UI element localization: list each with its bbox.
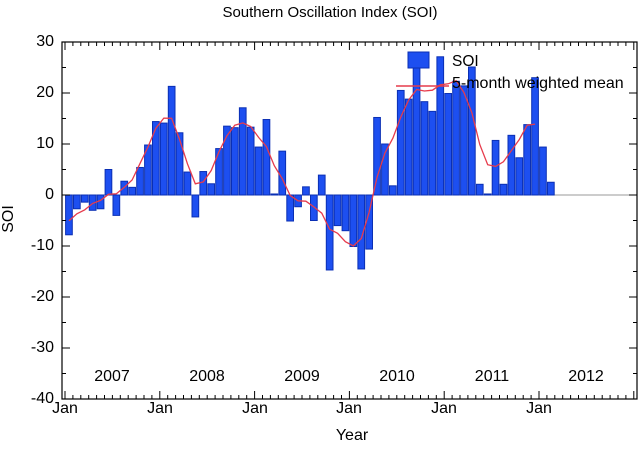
legend-soi-label: SOI (452, 53, 479, 70)
soi-bar (73, 194, 81, 210)
soi-bar (286, 194, 294, 222)
soi-bar (136, 166, 144, 196)
legend-mean-label: 5-month weighted mean (452, 75, 624, 92)
soi-bar (302, 186, 310, 196)
soi-bar (175, 132, 184, 196)
soi-bar (396, 89, 405, 196)
soi-bar (444, 93, 452, 196)
soi-bar (373, 116, 381, 196)
y-tick-label: 0 (45, 186, 54, 203)
y-tick-label: 30 (36, 33, 54, 50)
x-tick-label-jan: Jan (431, 400, 457, 417)
soi-bar (191, 194, 200, 218)
soi-bar (349, 194, 358, 248)
soi-bar (428, 110, 437, 196)
soi-bar (499, 183, 508, 196)
soi-bar (238, 107, 247, 196)
x-tick-label-year: 2008 (189, 368, 225, 385)
soi-bar (80, 194, 89, 203)
soi-bar (104, 169, 113, 196)
x-tick-label-year: 2011 (474, 368, 510, 385)
soi-bar (341, 194, 350, 232)
soi-bar (515, 157, 524, 196)
x-tick-label-year: 2010 (379, 368, 415, 385)
x-tick-label-jan: Jan (336, 400, 362, 417)
soi-bar (159, 122, 168, 196)
soi-bar (167, 85, 176, 196)
soi-bar (404, 98, 413, 196)
soi-bar (475, 183, 484, 196)
soi-bar (389, 185, 397, 196)
x-axis-title: Year (335, 427, 369, 444)
soi-bar (325, 194, 334, 271)
soi-bar (468, 66, 476, 196)
y-tick-label: -40 (30, 390, 54, 407)
soi-bar (152, 121, 160, 196)
soi-bar (539, 146, 547, 196)
soi-bar (231, 127, 239, 196)
soi-bar (317, 174, 326, 196)
soi-bar (223, 125, 231, 196)
soi-bar (207, 183, 216, 196)
y-tick-label: -10 (30, 237, 54, 254)
x-tick-label-year: 2009 (284, 368, 320, 385)
soi-bar (254, 146, 263, 196)
x-tick-label-year: 2012 (568, 368, 604, 385)
soi-bar (278, 150, 287, 196)
axis-frame (61, 41, 638, 400)
soi-bar (452, 80, 460, 196)
soi-bar (531, 77, 539, 196)
y-tick-label: -30 (30, 339, 54, 356)
soi-bar (460, 85, 468, 196)
soi-bar (262, 119, 271, 196)
soi-bar (483, 193, 492, 196)
soi-bar (246, 126, 255, 196)
soi-bar (65, 194, 73, 236)
soi-bar (112, 194, 121, 216)
soi-bar (491, 139, 500, 196)
soi-bar (420, 101, 429, 196)
soi-bar (183, 171, 192, 196)
soi-bar (215, 148, 223, 196)
mean-curve (68, 79, 536, 247)
soi-bar (547, 181, 555, 196)
soi-bar (381, 143, 389, 196)
x-tick-label-jan: Jan (52, 400, 78, 417)
soi-bar (333, 194, 342, 227)
chart-title: Southern Oscillation Index (SOI) (222, 4, 438, 21)
y-tick-label: 20 (36, 84, 54, 101)
soi-bar (357, 194, 366, 270)
x-tick-label-jan: Jan (526, 400, 552, 417)
soi-bar (523, 124, 531, 196)
x-tick-label-jan: Jan (242, 400, 268, 417)
soi-bar (270, 193, 279, 196)
y-tick-label: 10 (36, 135, 54, 152)
soi-bar (436, 56, 445, 196)
legend-soi-swatch (407, 51, 430, 69)
x-tick-label-jan: Jan (147, 400, 173, 417)
soi-bar (128, 186, 137, 196)
soi-bar (199, 171, 208, 196)
soi-bar (507, 134, 516, 196)
y-tick-label: -20 (30, 288, 54, 305)
x-tick-label-year: 2007 (94, 368, 130, 385)
soi-bar (144, 144, 152, 196)
